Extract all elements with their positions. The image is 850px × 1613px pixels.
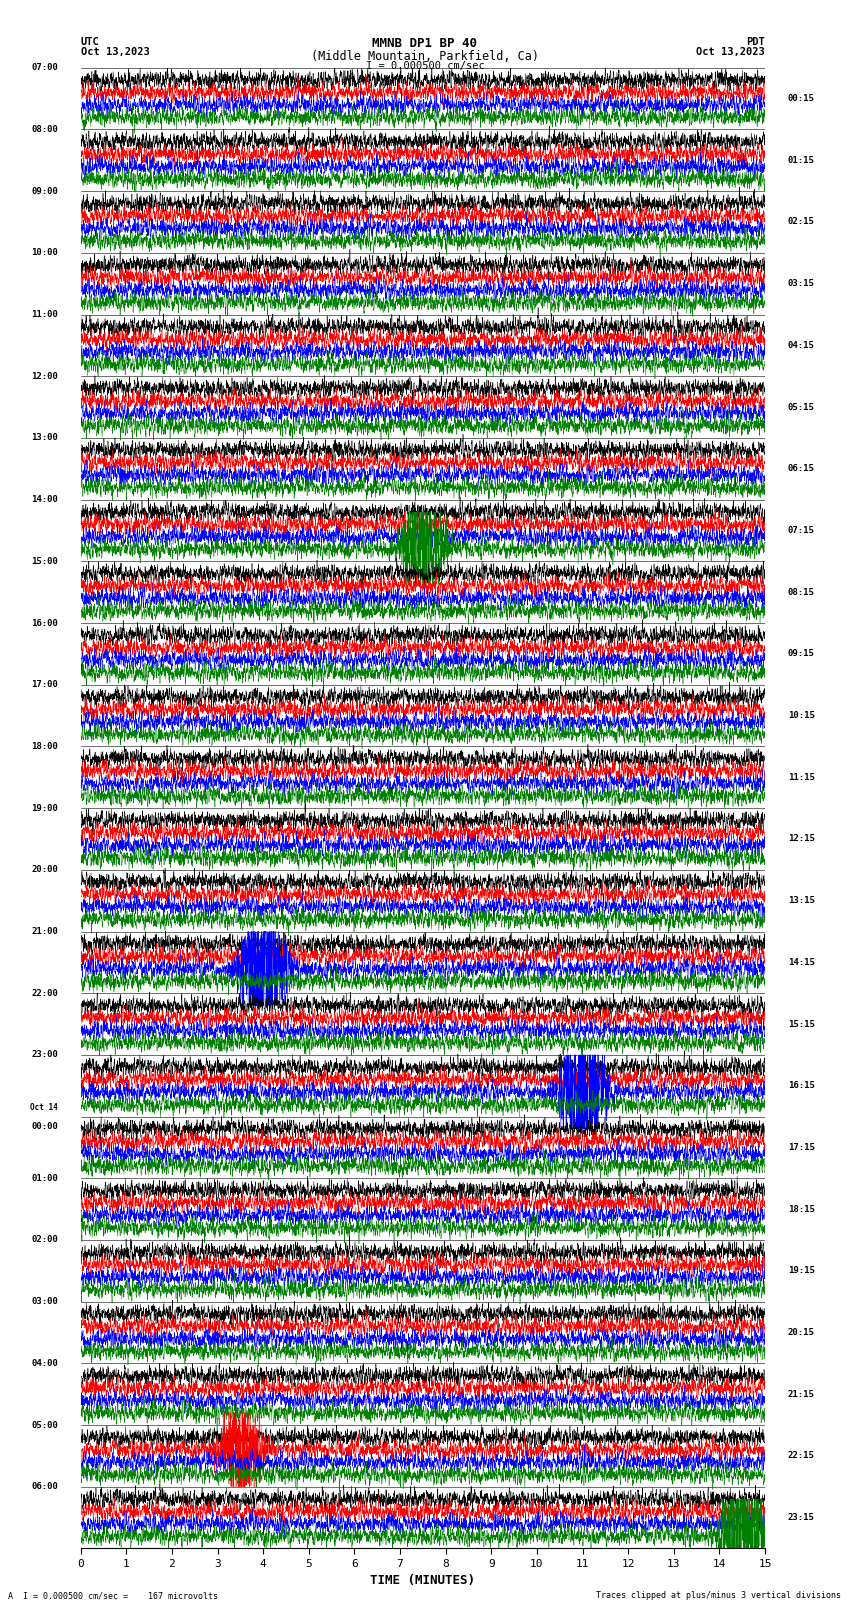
Text: 20:15: 20:15 <box>788 1327 814 1337</box>
Text: 11:15: 11:15 <box>788 773 814 782</box>
Text: 15:15: 15:15 <box>788 1019 814 1029</box>
Text: A  I = 0.000500 cm/sec =    167 microvolts: A I = 0.000500 cm/sec = 167 microvolts <box>8 1590 218 1600</box>
Text: 06:00: 06:00 <box>31 1482 58 1492</box>
Text: UTC: UTC <box>81 37 99 47</box>
Text: 18:15: 18:15 <box>788 1205 814 1213</box>
Text: 03:15: 03:15 <box>788 279 814 289</box>
Text: 17:15: 17:15 <box>788 1144 814 1152</box>
Text: PDT: PDT <box>746 37 765 47</box>
Text: 07:00: 07:00 <box>31 63 58 73</box>
Text: 13:15: 13:15 <box>788 897 814 905</box>
Text: 09:00: 09:00 <box>31 187 58 195</box>
Text: 17:00: 17:00 <box>31 681 58 689</box>
Text: 22:15: 22:15 <box>788 1452 814 1460</box>
Text: 16:15: 16:15 <box>788 1081 814 1090</box>
Text: Oct 13,2023: Oct 13,2023 <box>81 47 150 56</box>
Text: 10:00: 10:00 <box>31 248 58 258</box>
Text: 11:00: 11:00 <box>31 310 58 319</box>
Text: 02:15: 02:15 <box>788 218 814 226</box>
Text: 00:15: 00:15 <box>788 94 814 103</box>
Text: 07:15: 07:15 <box>788 526 814 536</box>
Text: 03:00: 03:00 <box>31 1297 58 1307</box>
Text: 13:00: 13:00 <box>31 434 58 442</box>
Text: 14:00: 14:00 <box>31 495 58 505</box>
Text: 19:00: 19:00 <box>31 803 58 813</box>
Text: 10:15: 10:15 <box>788 711 814 719</box>
X-axis label: TIME (MINUTES): TIME (MINUTES) <box>371 1574 475 1587</box>
Text: I = 0.000500 cm/sec: I = 0.000500 cm/sec <box>366 61 484 71</box>
Text: 12:15: 12:15 <box>788 834 814 844</box>
Text: 04:00: 04:00 <box>31 1358 58 1368</box>
Text: 01:00: 01:00 <box>31 1174 58 1182</box>
Text: 14:15: 14:15 <box>788 958 814 966</box>
Text: 09:15: 09:15 <box>788 650 814 658</box>
Text: 12:00: 12:00 <box>31 371 58 381</box>
Text: 05:15: 05:15 <box>788 403 814 411</box>
Text: 22:00: 22:00 <box>31 989 58 998</box>
Text: 06:15: 06:15 <box>788 465 814 473</box>
Text: 21:15: 21:15 <box>788 1390 814 1398</box>
Text: Oct 13,2023: Oct 13,2023 <box>696 47 765 56</box>
Text: 23:15: 23:15 <box>788 1513 814 1523</box>
Text: Oct 14: Oct 14 <box>31 1103 58 1111</box>
Text: 16:00: 16:00 <box>31 618 58 627</box>
Text: 20:00: 20:00 <box>31 865 58 874</box>
Text: 23:00: 23:00 <box>31 1050 58 1060</box>
Text: Traces clipped at plus/minus 3 vertical divisions: Traces clipped at plus/minus 3 vertical … <box>597 1590 842 1600</box>
Text: 21:00: 21:00 <box>31 927 58 936</box>
Text: MMNB DP1 BP 40: MMNB DP1 BP 40 <box>372 37 478 50</box>
Text: 05:00: 05:00 <box>31 1421 58 1429</box>
Text: 19:15: 19:15 <box>788 1266 814 1276</box>
Text: 15:00: 15:00 <box>31 556 58 566</box>
Text: (Middle Mountain, Parkfield, Ca): (Middle Mountain, Parkfield, Ca) <box>311 50 539 63</box>
Text: 02:00: 02:00 <box>31 1236 58 1245</box>
Text: 08:15: 08:15 <box>788 587 814 597</box>
Text: 01:15: 01:15 <box>788 156 814 165</box>
Text: 18:00: 18:00 <box>31 742 58 752</box>
Text: 08:00: 08:00 <box>31 124 58 134</box>
Text: 04:15: 04:15 <box>788 340 814 350</box>
Text: 00:00: 00:00 <box>31 1121 58 1131</box>
